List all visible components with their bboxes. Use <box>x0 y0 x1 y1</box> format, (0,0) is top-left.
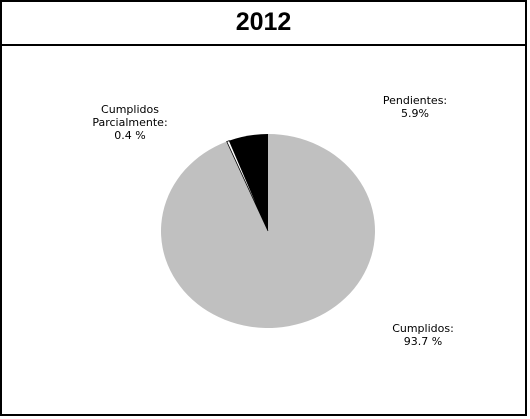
label-cumplidos: Cumplidos: 93.7 % <box>368 322 478 348</box>
pie-slices <box>160 134 375 328</box>
label-pendientes-value: 5.9% <box>401 107 429 120</box>
label-cumplidos-parcialmente-line2: Parcialmente: <box>92 116 168 129</box>
label-cumplidos-parcialmente-line1: Cumplidos <box>101 103 159 116</box>
label-cumplidos-value: 93.7 % <box>403 335 443 348</box>
label-cumplidos-parcialmente: Cumplidos Parcialmente: 0.4 % <box>70 103 190 142</box>
label-pendientes: Pendientes: 5.9% <box>360 94 470 120</box>
label-cumplidos-name: Cumplidos: <box>392 322 454 335</box>
chart-title: 2012 <box>2 2 525 46</box>
pie-slice-pendientes <box>229 134 268 231</box>
label-pendientes-name: Pendientes: <box>382 94 448 107</box>
label-cumplidos-parcialmente-value: 0.4 % <box>114 129 146 142</box>
pie-slice-cumplidos-parcialmente <box>226 140 269 232</box>
